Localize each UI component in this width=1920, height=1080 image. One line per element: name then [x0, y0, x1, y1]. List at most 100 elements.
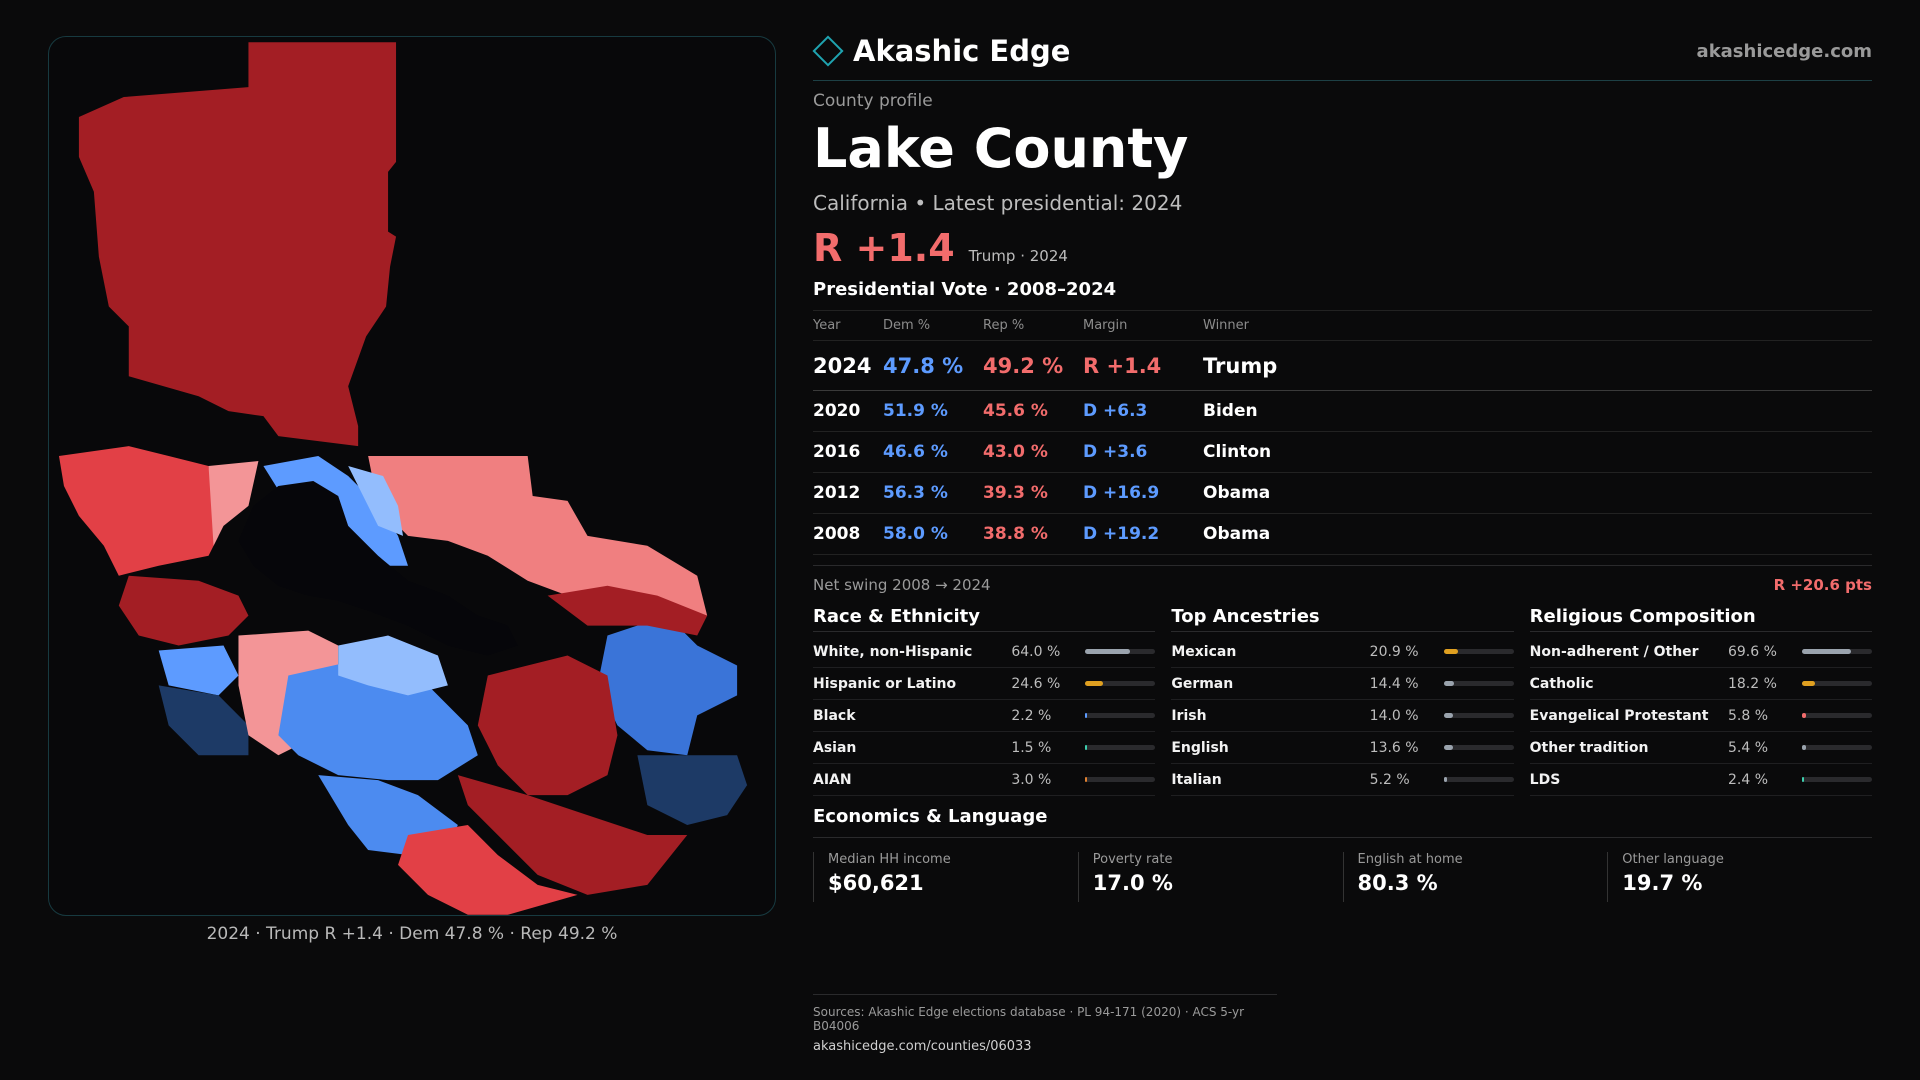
- stat-bar-fill: [1801, 649, 1851, 654]
- econ-value: $60,621: [828, 871, 924, 895]
- stat-bar-fill: [1801, 745, 1806, 750]
- precinct-pink-north[interactable]: [368, 456, 708, 616]
- net-swing-label: Net swing 2008 → 2024: [813, 576, 991, 594]
- precinct-north[interactable]: [78, 42, 397, 447]
- precinct-east-navy[interactable]: [637, 755, 748, 826]
- stat-label: Black: [813, 707, 856, 724]
- brand-domain-link[interactable]: akashicedge.com: [1696, 40, 1872, 62]
- economics-stats: Median HH income $60,621 Poverty rate 17.0 …: [813, 852, 1872, 902]
- footer: Sources: Akashic Edge elections database…: [813, 994, 1277, 1054]
- list-item: Other tradition 5.4 %: [1529, 732, 1872, 764]
- precinct-sw-navy[interactable]: [158, 685, 249, 756]
- precinct-se-red2[interactable]: [457, 775, 688, 895]
- econ-label: English at home: [1357, 852, 1463, 867]
- row-margin: R +1.4: [1083, 340, 1203, 391]
- religion-list: Non-adherent / Other 69.6 % Catholic 18.2 %…: [1529, 636, 1872, 796]
- stat-label: LDS: [1529, 771, 1561, 788]
- stat-label: AIAN: [813, 771, 852, 788]
- table-header-row: Year Dem % Rep % Margin Winner: [813, 310, 1872, 341]
- footer-sources: Sources: Akashic Edge elections database…: [813, 1005, 1245, 1033]
- footer-url-link[interactable]: akashicedge.com/counties/06033: [813, 1039, 1032, 1054]
- row-year: 2024: [813, 340, 883, 391]
- list-item: Hispanic or Latino 24.6 %: [813, 668, 1156, 700]
- stat-percent: 3.0 %: [1011, 771, 1052, 788]
- ancestry-list: Mexican 20.9 % German 14.4 % Irish 14.0 % Engl…: [1171, 636, 1514, 796]
- page-subtitle: California • Latest presidential: 2024: [813, 191, 1183, 215]
- precinct-se-red[interactable]: [477, 655, 618, 796]
- map-caption: 2024 · Trump R +1.4 · Dem 47.8 % · Rep 4…: [206, 924, 618, 944]
- stat-percent: 5.8 %: [1727, 707, 1769, 724]
- row-rep: 49.2 %: [983, 340, 1083, 391]
- race-list: White, non-Hispanic 64.0 % Hispanic or Lat…: [813, 636, 1156, 796]
- header-margin: Margin: [1083, 310, 1203, 341]
- stat-bar: [1085, 745, 1156, 750]
- stat-bar-fill: [1085, 681, 1103, 686]
- page-title: Lake County: [813, 117, 1189, 180]
- row-year: 2020: [813, 390, 883, 432]
- precinct-center-lightblue[interactable]: [338, 635, 448, 696]
- stat-bar: [1085, 649, 1156, 654]
- page-kicker: County profile: [813, 91, 933, 111]
- row-rep: 39.3 %: [983, 472, 1083, 514]
- brand-name[interactable]: Akashic Edge: [853, 34, 1071, 68]
- stat-bar-fill: [1801, 713, 1807, 718]
- precinct-pink-west[interactable]: [208, 461, 259, 546]
- row-rep: 43.0 %: [983, 431, 1083, 473]
- econ-stat: Poverty rate 17.0 %: [1077, 852, 1343, 902]
- row-dem: 47.8 %: [883, 340, 983, 391]
- diamond-logo-icon: [812, 35, 844, 67]
- stat-bar-fill: [1443, 649, 1459, 654]
- stat-label: Catholic: [1529, 675, 1594, 692]
- list-item: Asian 1.5 %: [813, 732, 1156, 764]
- stat-percent: 5.2 %: [1369, 771, 1410, 788]
- net-swing: Net swing 2008 → 2024 R +20.6 pts: [813, 565, 1872, 594]
- brand-bar: Akashic Edge akashicedge.com: [812, 30, 1872, 72]
- stat-bar-fill: [1085, 713, 1087, 718]
- precinct-sw-red[interactable]: [118, 575, 249, 646]
- row-year: 2016: [813, 431, 883, 473]
- econ-label: Other language: [1622, 852, 1724, 867]
- ancestry-column: Top Ancestries Mexican 20.9 % German 14.4 %…: [1171, 606, 1514, 796]
- ancestry-title: Top Ancestries: [1171, 606, 1514, 632]
- stat-bar: [1801, 745, 1872, 750]
- precinct-west[interactable]: [58, 446, 219, 576]
- precinct-south-red[interactable]: [398, 825, 578, 915]
- profile-panel: Akashic Edge akashicedge.com County prof…: [812, 30, 1872, 902]
- row-winner: Obama: [1203, 472, 1872, 514]
- stat-label: Evangelical Protestant: [1529, 707, 1709, 724]
- stat-label: Other tradition: [1529, 739, 1649, 756]
- race-title: Race & Ethnicity: [813, 606, 1156, 632]
- precinct-sw-blue[interactable]: [158, 645, 239, 696]
- stat-label: White, non-Hispanic: [813, 643, 973, 660]
- precinct-east-blue[interactable]: [597, 615, 738, 756]
- header-rep: Rep %: [983, 310, 1083, 341]
- econ-value: 80.3 %: [1357, 871, 1438, 895]
- list-item: White, non-Hispanic 64.0 %: [813, 636, 1156, 668]
- stat-percent: 20.9 %: [1369, 643, 1419, 660]
- precinct-lightblue-north[interactable]: [348, 466, 404, 536]
- religion-column: Religious Composition Non-adherent / Oth…: [1529, 606, 1872, 796]
- stat-percent: 69.6 %: [1727, 643, 1777, 660]
- header-winner: Winner: [1203, 310, 1872, 341]
- header-dem: Dem %: [883, 310, 983, 341]
- econ-stat: Other language 19.7 %: [1607, 852, 1872, 902]
- econ-stat: English at home 80.3 %: [1342, 852, 1608, 902]
- stat-label: Mexican: [1171, 643, 1237, 660]
- row-year: 2008: [813, 513, 883, 555]
- stat-percent: 13.6 %: [1369, 739, 1419, 756]
- row-rep: 45.6 %: [983, 390, 1083, 432]
- stat-bar: [1801, 777, 1872, 782]
- precinct-ne-red[interactable]: [547, 585, 708, 636]
- row-winner: Clinton: [1203, 431, 1872, 473]
- precinct-map[interactable]: [48, 36, 776, 916]
- row-margin: D +19.2: [1083, 513, 1203, 555]
- row-rep: 38.8 %: [983, 513, 1083, 555]
- econ-value: 19.7 %: [1622, 871, 1703, 895]
- row-margin: D +3.6: [1083, 431, 1203, 473]
- list-item: Evangelical Protestant 5.8 %: [1529, 700, 1872, 732]
- header-year: Year: [813, 310, 883, 341]
- list-item: Irish 14.0 %: [1171, 700, 1514, 732]
- stat-label: English: [1171, 739, 1229, 756]
- stat-bar: [1801, 649, 1872, 654]
- stat-label: Non-adherent / Other: [1529, 643, 1699, 660]
